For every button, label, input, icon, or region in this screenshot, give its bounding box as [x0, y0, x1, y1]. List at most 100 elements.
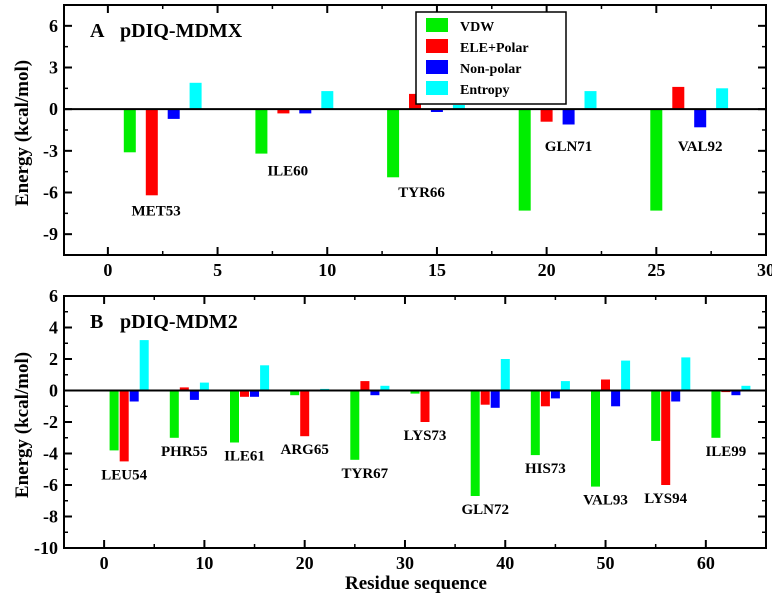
residue-label-lys73: LYS73 [404, 428, 447, 444]
bar-tyr67-non-polar [370, 390, 380, 396]
legend-label: VDW [460, 20, 494, 35]
y-tick-label: -4 [43, 444, 58, 464]
plot-frame [63, 295, 767, 549]
bar-gln72-ele-polar [480, 390, 490, 405]
x-tick-label: 10 [318, 260, 336, 280]
y-tick-label: -10 [34, 538, 58, 558]
residue-label-tyr66: TYR66 [398, 185, 445, 201]
bar-leu54-ele-polar [119, 390, 129, 462]
y-tick-label: 3 [49, 58, 58, 78]
bar-arg65-vdw [290, 390, 300, 396]
bar-met53-entropy [189, 82, 202, 110]
x-axis-title: Residue sequence [345, 573, 487, 594]
bar-lys73-ele-polar [420, 390, 430, 422]
y-tick-label: 6 [49, 16, 58, 36]
bar-phr55-entropy [199, 382, 209, 391]
residue-label-tyr67: TYR67 [342, 466, 389, 482]
bar-his73-non-polar [550, 390, 560, 399]
bar-ile60-ele-polar [277, 109, 290, 114]
bar-ile60-vdw [255, 109, 268, 154]
x-tick-label: 50 [597, 553, 615, 573]
bar-phr55-non-polar [189, 390, 199, 400]
bar-gln71-non-polar [562, 109, 575, 125]
residue-label-ile60: ILE60 [267, 164, 308, 180]
bar-phr55-vdw [169, 390, 179, 438]
x-tick-label: 30 [757, 260, 772, 280]
bar-lys73-vdw [410, 390, 420, 394]
bar-leu54-vdw [109, 390, 119, 451]
bar-val92-ele-polar [672, 86, 685, 110]
x-tick-label: 0 [100, 553, 109, 573]
residue-label-met53: MET53 [132, 203, 181, 219]
residue-label-val93: VAL93 [583, 493, 628, 509]
y-tick-label: -8 [43, 507, 58, 527]
bar-val92-non-polar [694, 109, 707, 128]
bar-val93-non-polar [611, 390, 621, 407]
y-tick-label: -3 [43, 141, 58, 161]
bar-gln72-non-polar [490, 390, 500, 408]
x-tick-label: 20 [538, 260, 556, 280]
legend-swatch-vdw [426, 18, 448, 32]
bar-ile61-vdw [230, 390, 239, 443]
bar-val93-vdw [591, 390, 600, 487]
y-tick-label: 2 [49, 349, 58, 369]
y-tick-label: -9 [43, 224, 58, 244]
bar-tyr67-ele-polar [360, 381, 370, 391]
residue-label-his73: HIS73 [525, 461, 566, 477]
bar-lys94-vdw [651, 390, 661, 441]
bar-ile61-non-polar [250, 390, 259, 397]
y-tick-label: 0 [49, 381, 58, 401]
bar-ile60-entropy [321, 91, 334, 110]
y-tick-label: 6 [49, 286, 58, 306]
bar-his73-entropy [560, 381, 570, 391]
bar-tyr67-vdw [350, 390, 360, 460]
y-tick-label: -6 [43, 475, 58, 495]
legend-swatch-ele-polar [426, 39, 448, 53]
x-tick-label: 25 [647, 260, 665, 280]
residue-label-phr55: PHR55 [161, 444, 208, 460]
bar-gln72-vdw [470, 390, 480, 496]
legend-swatch-entropy [426, 81, 448, 95]
x-tick-label: 0 [103, 260, 112, 280]
bar-ile60-non-polar [299, 109, 312, 114]
x-tick-label: 5 [213, 260, 222, 280]
bar-tyr66-non-polar [430, 109, 443, 112]
y-tick-label: 0 [49, 99, 58, 119]
legend-label: Entropy [460, 83, 510, 98]
bar-ile99-vdw [711, 390, 721, 438]
bar-ile61-ele-polar [240, 390, 249, 397]
x-tick-label: 15 [428, 260, 446, 280]
residue-label-val92: VAL92 [678, 139, 723, 155]
x-tick-label: 40 [496, 553, 514, 573]
residue-label-leu54: LEU54 [101, 467, 147, 483]
bar-tyr67-entropy [380, 385, 390, 391]
bar-val93-ele-polar [601, 379, 610, 391]
bar-leu54-entropy [139, 340, 149, 391]
residue-label-arg65: ARG65 [281, 442, 329, 458]
bar-his73-vdw [530, 390, 540, 456]
bar-lys94-non-polar [671, 390, 681, 402]
residue-label-gln71: GLN71 [545, 139, 593, 155]
residue-label-gln72: GLN72 [461, 502, 509, 518]
bar-his73-ele-polar [540, 390, 550, 407]
panel-letter: B [90, 311, 103, 333]
y-tick-label: 4 [49, 318, 58, 338]
residue-label-ile99: ILE99 [705, 444, 746, 460]
bar-phr55-ele-polar [179, 387, 189, 391]
bar-lys94-ele-polar [661, 390, 671, 485]
panel-title: pDIQ-MDM2 [120, 311, 238, 333]
bar-val92-vdw [650, 109, 663, 211]
panel-a: 630-3-6-90 5 10 15 20 25 30A pDIQ-MDMXMET53ILE6… [43, 4, 772, 280]
panel-letter: A [90, 20, 105, 42]
y-axis-title-2: Energy (kcal/mol) [12, 352, 33, 498]
bar-arg65-ele-polar [300, 390, 310, 437]
y-tick-label: -6 [43, 183, 58, 203]
bar-ile99-non-polar [731, 390, 741, 396]
x-tick-label: 10 [195, 553, 213, 573]
bar-tyr66-vdw [387, 109, 400, 178]
bar-gln71-vdw [518, 109, 531, 211]
bar-gln72-entropy [500, 359, 510, 391]
bar-ile99-entropy [741, 385, 751, 391]
x-tick-label: 30 [396, 553, 414, 573]
